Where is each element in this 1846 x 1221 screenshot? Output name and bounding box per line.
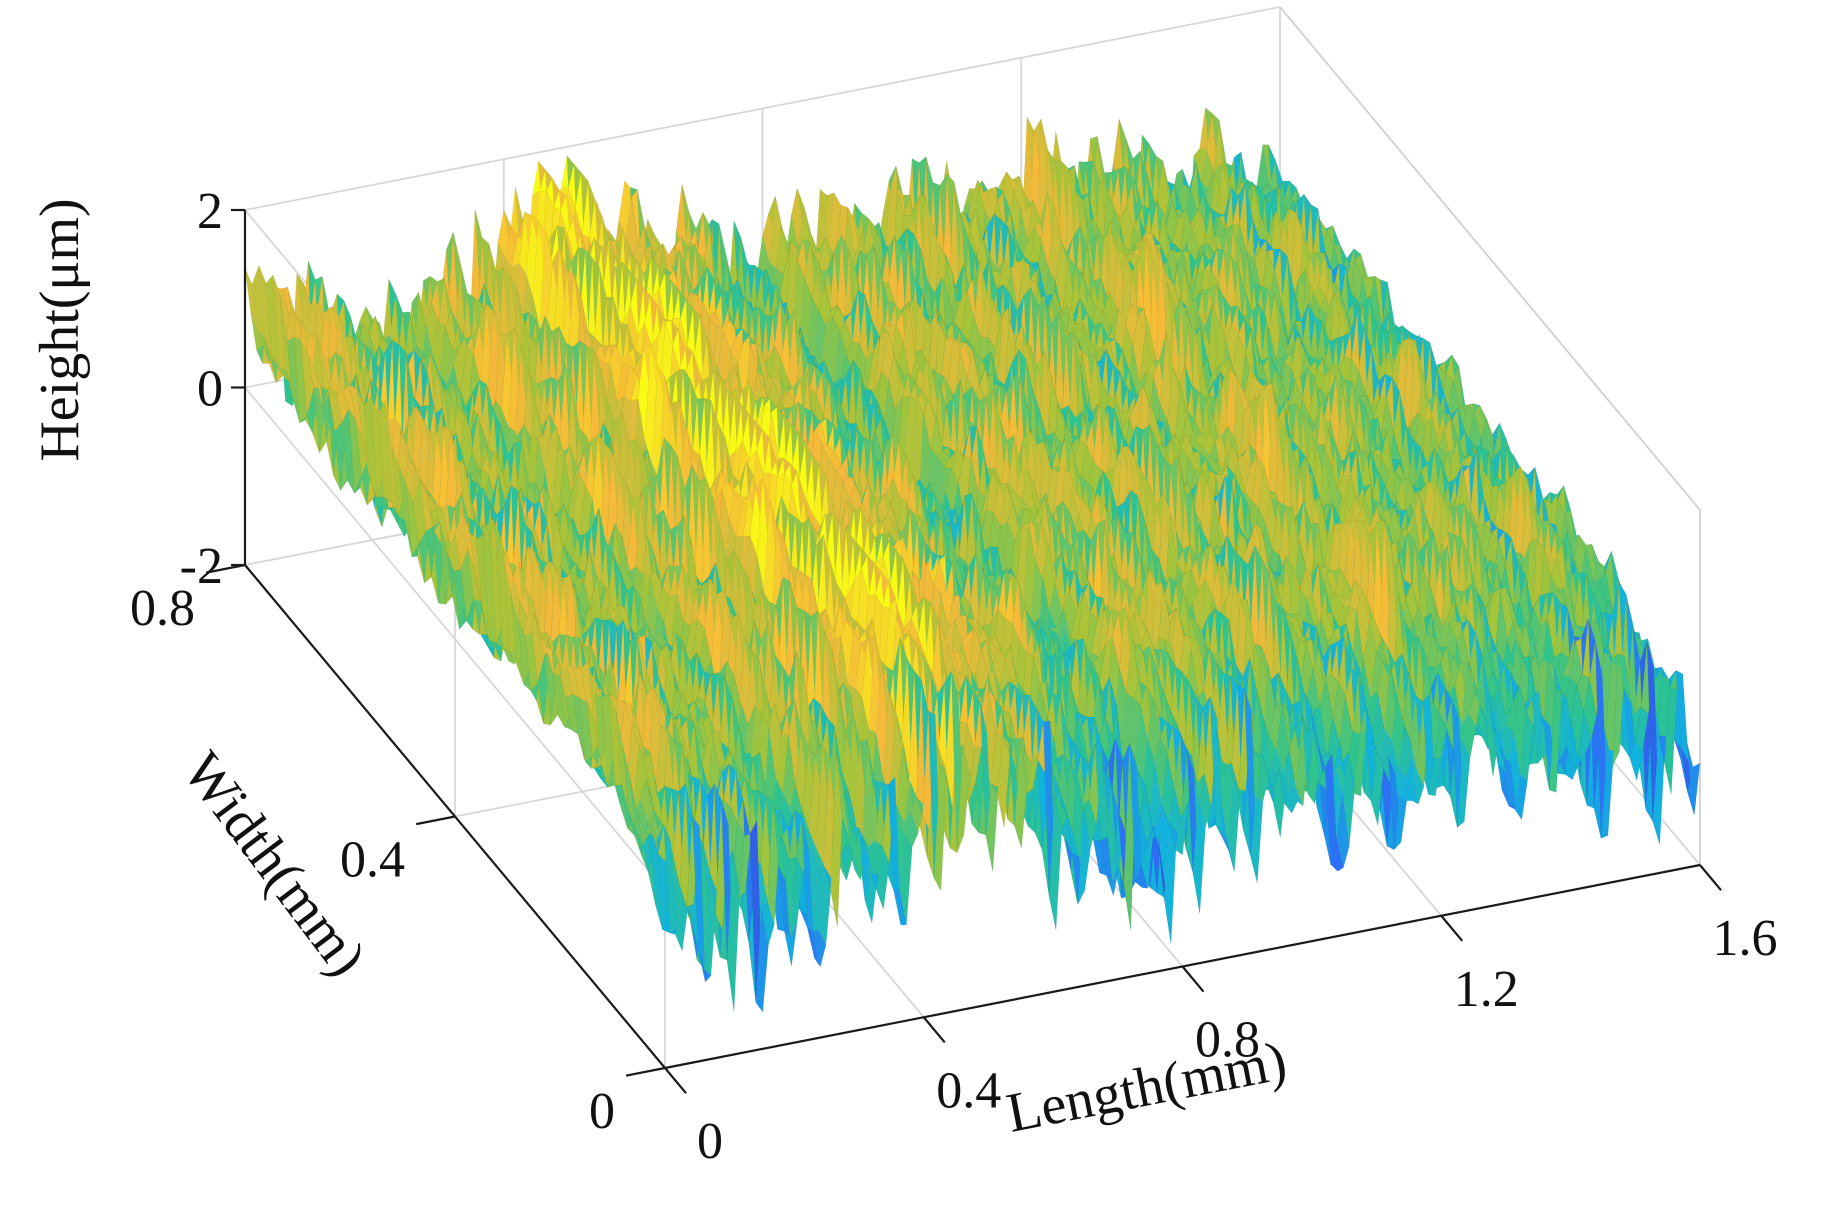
box-edge bbox=[1279, 6, 1701, 511]
surface-mesh bbox=[244, 107, 1701, 1013]
